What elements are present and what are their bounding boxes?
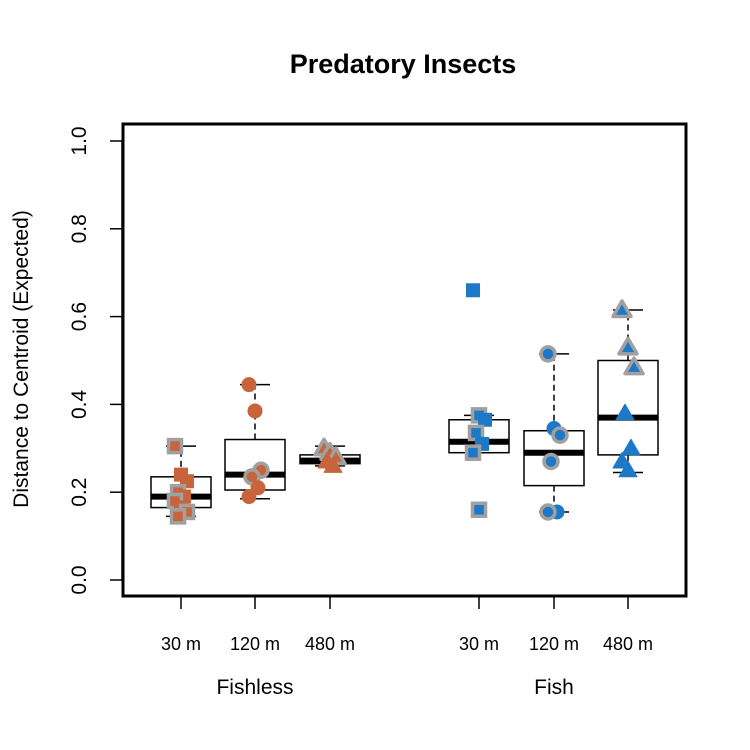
x-axis-labels: Fishless 30 m 120 m 480 m Fish 30 m 120 m 480 m — [161, 597, 653, 699]
y-axis-label: Distance to Centroid (Expected) — [10, 210, 33, 508]
circle-point — [553, 428, 567, 442]
x-tick-label: 120 m — [230, 634, 280, 654]
square-point — [479, 413, 492, 426]
circle-point — [541, 505, 555, 519]
circle-point — [242, 378, 256, 392]
y-tick-label: 0.6 — [68, 302, 91, 331]
square-point — [473, 503, 486, 516]
y-tick-label: 0.4 — [68, 389, 91, 419]
circle-point — [541, 347, 555, 361]
square-point — [172, 510, 185, 523]
triangle-point — [616, 404, 634, 420]
square-point — [467, 284, 480, 297]
triangle-point — [613, 301, 631, 317]
group-label-fish: Fish — [534, 676, 574, 699]
circle-point — [242, 490, 256, 504]
boxes — [151, 310, 658, 516]
triangle-point — [619, 338, 637, 354]
square-point — [169, 440, 182, 453]
x-tick-label: 30 m — [459, 634, 499, 654]
x-tick-label: 30 m — [161, 634, 201, 654]
square-point — [467, 446, 480, 459]
x-tick-label: 120 m — [529, 634, 579, 654]
x-tick-label: 480 m — [603, 634, 653, 654]
y-tick-label: 1.0 — [68, 126, 91, 155]
y-axis: 0.0 0.2 0.4 0.6 0.8 1.0 — [68, 126, 122, 594]
x-tick-label: 480 m — [305, 634, 355, 654]
y-tick-label: 0.8 — [68, 214, 91, 243]
triangle-point — [622, 439, 640, 455]
chart-title: Predatory Insects — [290, 49, 517, 79]
data-points — [169, 284, 644, 523]
group-label-fishless: Fishless — [216, 676, 293, 699]
circle-point — [248, 404, 262, 418]
circle-point — [544, 454, 558, 468]
y-tick-label: 0.2 — [68, 478, 91, 507]
y-tick-label: 0.0 — [68, 565, 91, 594]
